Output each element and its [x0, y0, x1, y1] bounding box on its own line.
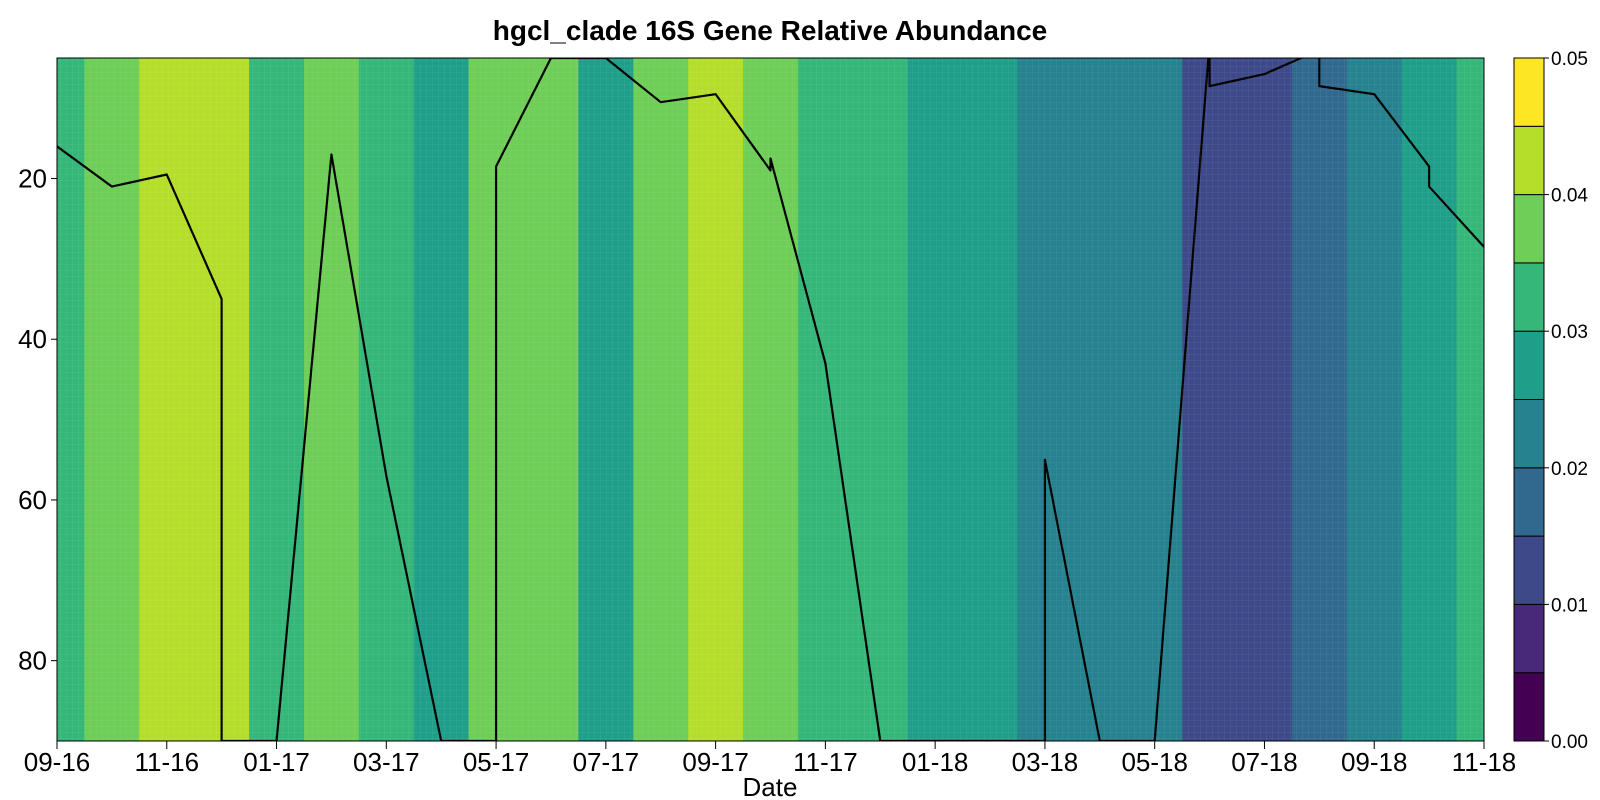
colorbar-swatch [1513, 467, 1545, 537]
x-tick-label: 09-16 [24, 747, 91, 777]
x-tick-label: 05-18 [1121, 747, 1188, 777]
x-axis-label: Date [743, 772, 798, 800]
x-tick-label: 09-18 [1341, 747, 1408, 777]
colorbar-swatch [1513, 535, 1545, 605]
x-tick-label: 11-18 [1452, 747, 1517, 777]
x-tick-label: 07-17 [573, 747, 640, 777]
x-axis: 09-16 11-16 01-17 03-17 05-17 07-17 09-17 11-17… [24, 741, 1517, 777]
y-tick-label: 80 [18, 646, 47, 676]
colorbar-swatch [1513, 672, 1545, 742]
colorbar-swatch [1513, 57, 1545, 127]
colorbar-tick-label: 0.01 [1551, 595, 1588, 616]
x-tick-label: 07-18 [1231, 747, 1298, 777]
x-tick-label: 09-17 [682, 747, 749, 777]
plot-texture [57, 58, 1484, 741]
y-tick-label: 20 [18, 164, 47, 194]
chart-title: hgcl_clade 16S Gene Relative Abundance [493, 15, 1048, 46]
y-tick-label: 60 [18, 485, 47, 515]
y-axis: 20 40 60 80 [18, 164, 57, 676]
colorbar-swatch [1513, 330, 1545, 401]
x-tick-label: 11-17 [793, 747, 858, 777]
colorbar-tick-label: 0.03 [1551, 322, 1588, 343]
x-tick-label: 01-18 [902, 747, 969, 777]
colorbar-swatch [1513, 262, 1545, 332]
x-tick-label: 11-16 [134, 747, 199, 777]
colorbar-swatch [1513, 603, 1545, 674]
x-tick-label: 03-18 [1012, 747, 1079, 777]
colorbar-tick-label: 0.05 [1551, 49, 1588, 70]
colorbar-swatch [1513, 194, 1545, 264]
colorbar-tick-label: 0.04 [1551, 186, 1588, 207]
colorbar-tick-label: 0.02 [1551, 459, 1588, 480]
colorbar-swatch [1513, 125, 1545, 196]
colorbar-swatch [1513, 399, 1545, 469]
x-tick-label: 03-17 [353, 747, 420, 777]
x-tick-label: 05-17 [463, 747, 530, 777]
colorbar: 0.00 0.01 0.02 0.03 0.04 0.05 [1513, 49, 1588, 753]
colorbar-tick-label: 0.00 [1551, 732, 1588, 753]
x-tick-label: 01-17 [243, 747, 310, 777]
y-tick-label: 40 [18, 324, 47, 354]
plot-frame [56, 57, 1485, 742]
